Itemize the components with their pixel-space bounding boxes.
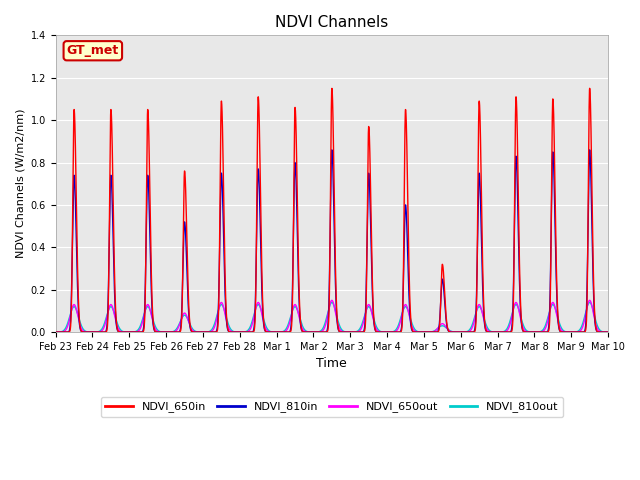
Text: GT_met: GT_met <box>67 44 119 57</box>
X-axis label: Time: Time <box>317 358 348 371</box>
Legend: NDVI_650in, NDVI_810in, NDVI_650out, NDVI_810out: NDVI_650in, NDVI_810in, NDVI_650out, NDV… <box>100 397 563 417</box>
Title: NDVI Channels: NDVI Channels <box>275 15 388 30</box>
Y-axis label: NDVI Channels (W/m2/nm): NDVI Channels (W/m2/nm) <box>15 109 25 259</box>
